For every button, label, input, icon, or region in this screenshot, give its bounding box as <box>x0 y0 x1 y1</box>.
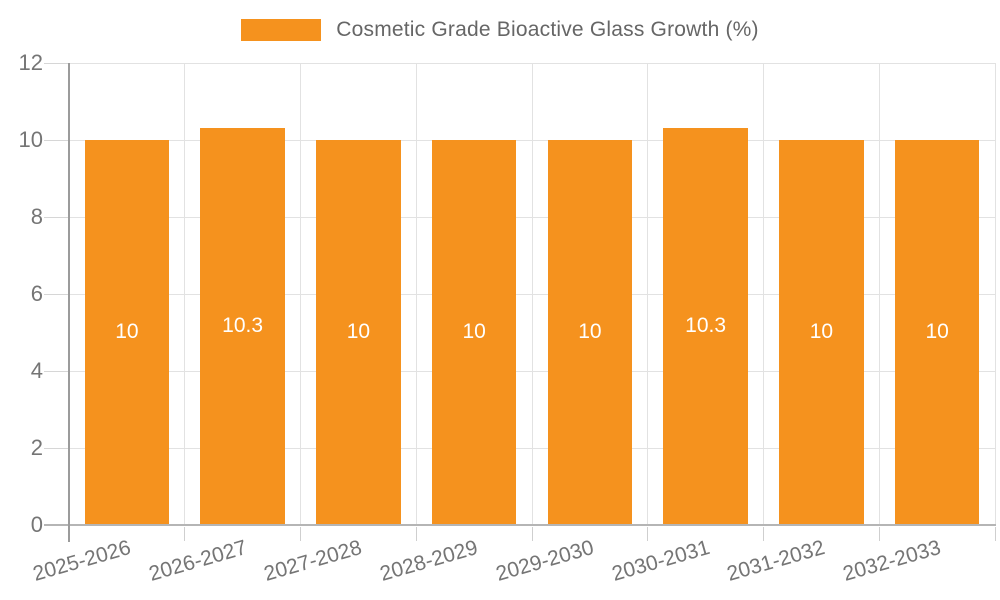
grid-line-x-1 <box>184 63 186 525</box>
bar-2030-2031[interactable] <box>663 128 748 524</box>
y-tick-label-8: 8 <box>30 204 43 229</box>
legend-item[interactable]: Cosmetic Grade Bioactive Glass Growth (%… <box>241 18 759 42</box>
grid-line-x-4 <box>531 63 533 525</box>
bar-2025-2026[interactable] <box>84 140 170 524</box>
grid-line-x-7 <box>878 63 880 525</box>
y-tick-4 <box>44 370 69 372</box>
y-tick-label-10: 10 <box>18 127 43 152</box>
x-tick-2 <box>300 527 301 541</box>
bar-2028-2029[interactable] <box>431 140 517 524</box>
y-tick-8 <box>44 216 69 218</box>
grid-line-x-8 <box>994 63 996 525</box>
y-tick-label-2: 2 <box>30 435 43 460</box>
x-tick-8 <box>994 527 996 541</box>
bar-value-label-2027-2028: 10 <box>346 320 371 343</box>
bar-value-label-2029-2030: 10 <box>578 320 602 343</box>
y-tick-label-0: 0 <box>30 512 43 537</box>
x-tick-6 <box>763 527 764 541</box>
y-tick-label-12: 12 <box>18 50 43 75</box>
bar-value-label-2031-2032: 10 <box>809 320 834 343</box>
x-tick-4 <box>531 527 533 541</box>
bar-value-label-2025-2026: 10 <box>115 320 139 343</box>
y-tick-label-4: 4 <box>30 358 43 383</box>
bar-2026-2027[interactable] <box>200 128 285 524</box>
bar-value-label-2028-2029: 10 <box>462 320 486 343</box>
grid-line-x-6 <box>763 63 764 525</box>
grid-line-x-3 <box>415 63 417 525</box>
x-axis-line <box>44 524 996 526</box>
legend-label: Cosmetic Grade Bioactive Glass Growth (%… <box>336 18 759 41</box>
x-tick-1 <box>184 527 186 541</box>
bar-value-label-2032-2033: 10 <box>925 320 949 343</box>
grid-line-x-5 <box>647 63 649 525</box>
grid-line-x-2 <box>300 63 301 525</box>
legend-swatch <box>241 19 322 41</box>
bar-value-label-2026-2027: 10.3 <box>222 314 264 338</box>
x-tick-3 <box>415 527 417 541</box>
bar-2031-2032[interactable] <box>779 140 864 524</box>
y-tick-12 <box>44 62 69 64</box>
x-tick-5 <box>647 527 649 541</box>
y-tick-10 <box>44 139 69 141</box>
bar-2029-2030[interactable] <box>547 140 633 524</box>
y-tick-6 <box>44 293 69 295</box>
bar-2032-2033[interactable] <box>894 140 980 524</box>
y-tick-2 <box>44 447 69 449</box>
legend: Cosmetic Grade Bioactive Glass Growth (%… <box>0 18 1000 42</box>
bar-2027-2028[interactable] <box>316 140 401 524</box>
x-tick-7 <box>878 527 880 541</box>
y-tick-label-6: 6 <box>30 281 43 306</box>
y-axis-line <box>68 63 70 542</box>
bar-value-label-2030-2031: 10.3 <box>685 314 727 338</box>
